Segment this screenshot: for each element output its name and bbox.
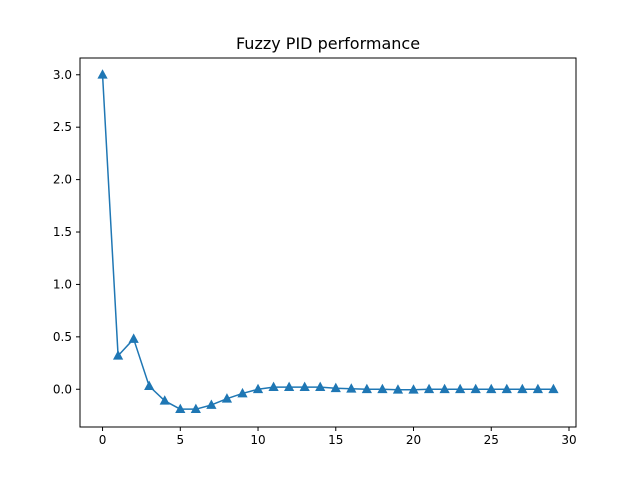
data-point [112, 350, 124, 360]
data-point [206, 399, 217, 409]
data-point [470, 383, 481, 394]
data-point [97, 69, 108, 79]
data-point [237, 387, 248, 398]
data-point [408, 384, 419, 394]
data-point [221, 393, 233, 403]
y-tick-label: 0.5 [53, 330, 72, 344]
chart-title: Fuzzy PID performance [236, 34, 420, 53]
data-point [159, 395, 170, 405]
y-tick-label: 2.0 [53, 173, 72, 187]
data-point [268, 381, 279, 392]
data-point [190, 403, 201, 414]
y-tick-label: 2.5 [53, 120, 72, 134]
data-point [501, 383, 512, 394]
data-point [144, 380, 155, 390]
axes-frame [79, 57, 577, 428]
data-point [361, 383, 372, 394]
x-tick-label: 15 [328, 433, 343, 447]
data-point [284, 381, 295, 392]
plot-area: 0 5 10 15 20 25 30 0.0 0.5 1.0 1.5 2.0 2.5 3.0 [53, 57, 577, 447]
data-point [548, 383, 559, 394]
data-point [315, 381, 326, 392]
data-point [517, 383, 528, 394]
data-point [486, 383, 497, 394]
y-tick-label: 1.5 [53, 225, 72, 239]
data-point [330, 382, 341, 393]
y-tick-label: 0.0 [53, 382, 72, 396]
y-tick-label: 3.0 [53, 68, 72, 82]
x-tick-label: 0 [99, 433, 107, 447]
x-tick-label: 20 [406, 433, 421, 447]
data-point [175, 403, 186, 414]
data-point [299, 381, 310, 392]
data-point [346, 383, 357, 393]
data-point [392, 384, 404, 394]
data-point [252, 383, 264, 394]
data-point [423, 383, 435, 394]
x-tick-label: 5 [176, 433, 184, 447]
x-tick-label: 30 [561, 433, 576, 447]
data-point [455, 383, 466, 394]
x-tick-label: 25 [484, 433, 499, 447]
x-tick-label: 10 [250, 433, 265, 447]
data-point [128, 333, 139, 343]
data-point [532, 383, 544, 394]
data-point [377, 383, 388, 394]
y-tick-label: 1.0 [53, 277, 72, 291]
data-point [439, 383, 450, 394]
